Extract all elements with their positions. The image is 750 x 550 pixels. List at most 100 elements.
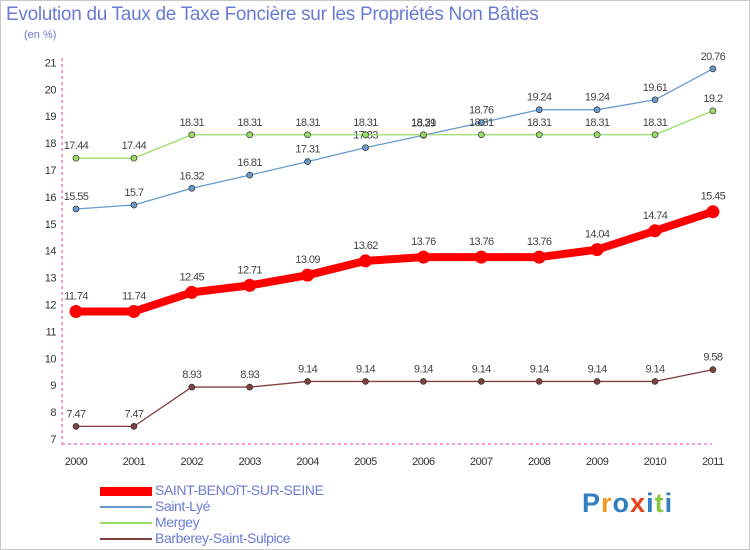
y-tick-label: 11 <box>46 326 57 338</box>
data-point <box>130 201 138 209</box>
data-label: 7.47 <box>66 408 85 420</box>
logo-letter: P <box>582 488 602 518</box>
x-tick-label: 2005 <box>354 456 377 468</box>
data-point <box>593 106 601 114</box>
data-label: 8.93 <box>182 369 201 381</box>
series-line <box>75 110 714 159</box>
legend-label: Saint-Lyé <box>155 498 211 514</box>
x-tick-label: 2009 <box>586 456 609 468</box>
data-point <box>362 378 369 385</box>
data-point <box>72 205 80 213</box>
y-tick-label: 16 <box>45 192 57 204</box>
data-label: 9.14 <box>472 363 491 375</box>
data-point <box>709 107 717 115</box>
y-tick-label: 14 <box>45 246 57 258</box>
data-point <box>477 131 485 139</box>
data-label: 9.14 <box>530 363 549 375</box>
x-tick-label: 2010 <box>644 456 667 468</box>
legend-label: Mergey <box>155 514 200 530</box>
data-point <box>535 378 543 385</box>
data-point <box>130 154 138 162</box>
data-point <box>188 383 196 391</box>
logo-letter: i <box>664 488 674 518</box>
x-tick-label: 2007 <box>470 456 493 468</box>
data-point <box>304 158 311 166</box>
data-label: 18.31 <box>469 117 494 129</box>
series-line <box>75 368 714 428</box>
data-point <box>72 423 80 430</box>
data-label: 19.24 <box>585 92 610 104</box>
data-point <box>420 378 427 385</box>
data-label: 13.62 <box>353 240 378 252</box>
data-point <box>185 285 199 299</box>
data-point <box>648 224 662 238</box>
data-label: 19.2 <box>703 93 722 105</box>
x-tick-label: 2000 <box>65 456 88 468</box>
legend-swatch <box>100 486 152 496</box>
legend-label: SAINT-BENOîT-SUR-SEINE <box>155 482 324 498</box>
data-label: 17.31 <box>295 144 320 156</box>
data-label: 18.31 <box>353 117 378 129</box>
data-point <box>477 119 485 127</box>
y-tick-label: 12 <box>45 300 57 312</box>
data-point <box>709 366 717 373</box>
legend-item: SAINT-BENOîT-SUR-SEINE <box>100 482 400 499</box>
x-tick-label: 2002 <box>181 456 204 468</box>
data-label: 9.58 <box>703 352 722 364</box>
data-point <box>593 131 601 139</box>
proxiti-logo: Proxiti <box>582 488 673 519</box>
y-tick-label: 20 <box>45 84 57 96</box>
data-point <box>706 205 720 219</box>
data-point <box>359 254 372 268</box>
chart-title: Evolution du Taux de Taxe Foncière sur l… <box>6 4 539 25</box>
data-point <box>188 184 196 192</box>
data-point <box>246 131 254 139</box>
logo-letter: i <box>646 488 655 518</box>
y-tick-label: 13 <box>45 273 57 285</box>
x-tick-label: 2004 <box>296 456 319 468</box>
data-point <box>416 250 430 264</box>
data-label: 9.14 <box>356 363 375 375</box>
data-label: 17.44 <box>64 140 89 152</box>
data-point <box>593 378 601 385</box>
data-point <box>130 423 138 430</box>
data-point <box>535 131 543 139</box>
x-tick-label: 2006 <box>412 456 435 468</box>
series-line <box>72 207 717 316</box>
data-label: 9.14 <box>414 363 433 375</box>
data-point <box>709 65 717 73</box>
x-tick-label: 2001 <box>123 456 146 468</box>
data-label: 18.31 <box>585 117 610 129</box>
data-point <box>304 131 311 139</box>
data-label: 17.44 <box>122 140 147 152</box>
data-label: 15.45 <box>701 191 726 203</box>
y-tick-label: 7 <box>50 434 56 446</box>
data-label: 12.45 <box>180 271 205 283</box>
data-point <box>362 131 369 139</box>
x-tick-label: 2011 <box>702 456 724 468</box>
data-label: 19.24 <box>527 92 552 104</box>
data-label: 18.76 <box>469 105 494 117</box>
y-tick-label: 18 <box>45 138 57 150</box>
data-label: 18.31 <box>411 117 436 129</box>
legend-label: Barberey-Saint-Sulpice <box>155 530 291 546</box>
data-point <box>590 243 604 257</box>
data-label: 12.71 <box>237 264 262 276</box>
data-point <box>651 131 659 139</box>
y-tick-label: 9 <box>50 380 56 392</box>
data-point <box>246 171 254 179</box>
data-label: 16.32 <box>180 170 205 182</box>
line-chart: 7 8 9 10 11 12 13 14 15 16 17 18 19 20 21 2000 2001 2002 2… <box>45 51 726 468</box>
logo-letter: t <box>654 488 665 518</box>
data-point <box>651 96 659 104</box>
logo-letter: r <box>601 488 613 518</box>
y-tick-label: 19 <box>45 111 57 123</box>
data-label: 13.09 <box>295 254 320 266</box>
data-label: 7.47 <box>124 408 143 420</box>
data-label: 19.61 <box>643 82 668 94</box>
legend-swatch <box>100 522 152 524</box>
data-label: 9.14 <box>588 363 607 375</box>
x-tick-label: 2003 <box>238 456 261 468</box>
y-tick-label: 8 <box>50 407 56 419</box>
data-label: 13.76 <box>469 236 494 248</box>
